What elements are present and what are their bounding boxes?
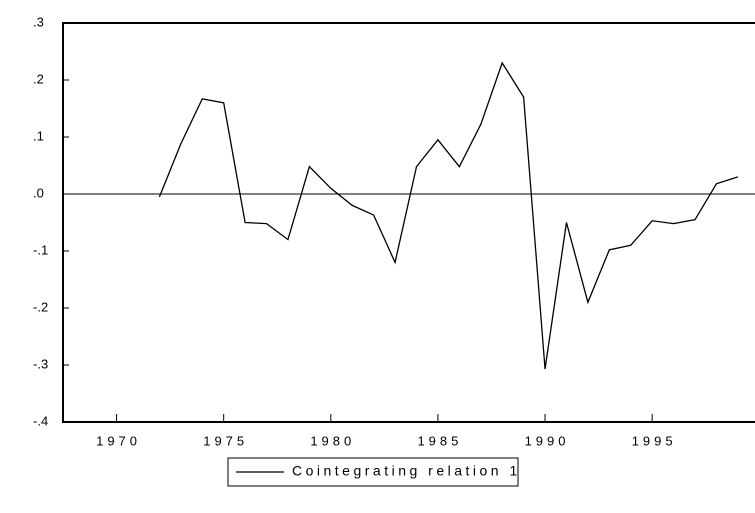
series-line (158, 61, 739, 370)
plot-frame (62, 22, 755, 423)
x-tick-label: 1995 (632, 433, 677, 448)
y-tick-label: .0 (33, 185, 44, 200)
y-tick-label: .1 (33, 128, 44, 143)
y-tick-label: -.1 (33, 242, 48, 257)
x-tick-label: 1985 (417, 433, 462, 448)
x-tick-label: 1975 (203, 433, 248, 448)
y-tick-label: -.4 (33, 413, 48, 428)
y-tick-label: .2 (33, 71, 44, 86)
x-tick-label: 1980 (310, 433, 355, 448)
y-tick-label: -.3 (33, 356, 48, 371)
y-tick-label: -.2 (33, 299, 48, 314)
y-tick-label: .3 (33, 14, 44, 29)
x-tick-label: 1990 (525, 433, 570, 448)
legend-label: Cointegrating relation 1 (292, 463, 521, 479)
x-tick-label: 1970 (96, 433, 141, 448)
